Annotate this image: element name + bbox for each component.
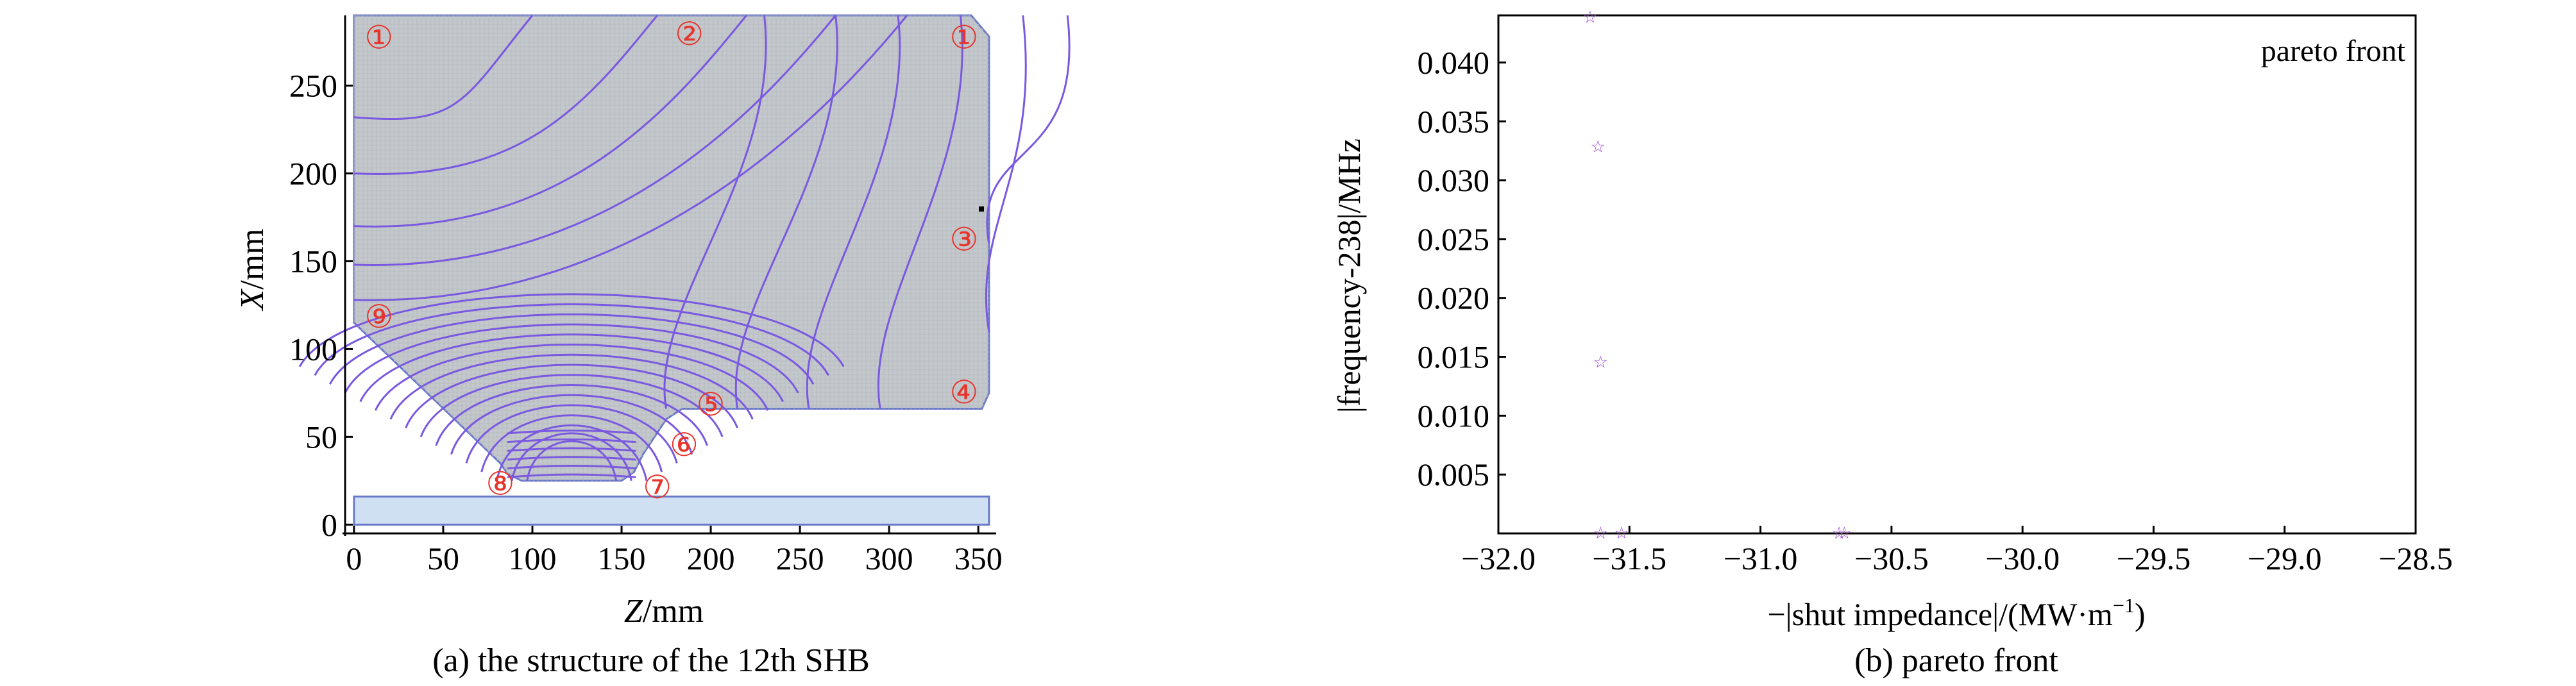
x-tick-label-b: −30.5 bbox=[1854, 540, 1929, 576]
panel-a: ① ② ① ③ ⑨ ④ ⑤ ⑥ ⑦ ⑧ 0 50 100 150 200 250 300 350 0 50 100 1… bbox=[234, 14, 1071, 679]
x-ticks-a: 0 50 100 150 200 250 300 350 bbox=[346, 526, 1003, 576]
y-tick-label-b: 0.020 bbox=[1418, 280, 1490, 316]
cavity-mesh-region bbox=[353, 14, 990, 482]
data-point: ☆ bbox=[1593, 524, 1608, 542]
region-markers: ① ② ① ③ ⑨ ④ ⑤ ⑥ ⑦ ⑧ bbox=[364, 16, 978, 505]
diagram-a-body bbox=[298, 14, 1071, 526]
region-marker: ① bbox=[364, 20, 393, 56]
data-points: ☆☆☆☆ ☆ ☆☆ bbox=[1582, 8, 1852, 542]
x-tick-label-b: −30.0 bbox=[1985, 540, 2060, 576]
field-lines bbox=[298, 15, 1071, 481]
y-tick-label-b: 0.035 bbox=[1418, 103, 1490, 139]
y-tick-label-a: 200 bbox=[289, 156, 337, 192]
region-marker: ② bbox=[675, 16, 704, 52]
data-point: ☆ bbox=[1582, 8, 1597, 27]
y-axis-label-a: X/mm bbox=[234, 228, 271, 311]
y-tick-label-a: 50 bbox=[305, 419, 337, 455]
x-axis-label-b: −|shut impedance|/(MW·m−1) bbox=[1767, 594, 2145, 632]
y-axis-label-b: |frequency-238|/MHz bbox=[1331, 138, 1367, 413]
region-marker: ⑧ bbox=[486, 465, 515, 501]
region-marker: ⑤ bbox=[697, 387, 725, 422]
x-tick-label-b: −28.5 bbox=[2378, 540, 2453, 576]
y-tick-label-b: 0.030 bbox=[1418, 162, 1490, 198]
x-tick-label-b: −31.0 bbox=[1724, 540, 1798, 576]
y-tick-label-b: 0.005 bbox=[1418, 456, 1490, 492]
y-tick-label-a: 250 bbox=[289, 68, 337, 104]
plot-frame-b bbox=[1497, 14, 2417, 535]
x-tick-label-a: 300 bbox=[865, 540, 913, 576]
x-tick-label-b: −32.0 bbox=[1461, 540, 1536, 576]
x-tick-label-a: 150 bbox=[598, 540, 646, 576]
y-tick-label-b: 0.010 bbox=[1418, 397, 1490, 433]
dot-marker bbox=[979, 206, 984, 212]
x-tick-label-a: 200 bbox=[687, 540, 735, 576]
caption-b: (b) pareto front bbox=[1854, 642, 2058, 679]
x-tick-label-a: 100 bbox=[508, 540, 556, 576]
region-marker: ⑥ bbox=[670, 427, 699, 463]
y-tick-label-b: 0.040 bbox=[1418, 44, 1490, 80]
y-ticks-a: 0 50 100 150 200 250 bbox=[289, 68, 353, 542]
panel-b: −32.0 −31.5 −31.0 −30.5 −30.0 −29.5 −29.0 −28.5… bbox=[1331, 8, 2453, 679]
y-ticks-b: 0.005 0.010 0.015 0.020 0.025 0.030 0.035 0.040 bbox=[1418, 44, 1506, 492]
axes-a bbox=[343, 15, 996, 536]
legend-text: pareto front bbox=[2261, 34, 2406, 68]
x-tick-label-a: 50 bbox=[427, 540, 459, 576]
y-tick-label-b: 0.015 bbox=[1418, 339, 1490, 375]
y-tick-label-a: 100 bbox=[289, 331, 337, 367]
region-marker: ① bbox=[950, 20, 979, 56]
x-ticks-b: −32.0 −31.5 −31.0 −30.5 −30.0 −29.5 −29.0 −28.5 bbox=[1461, 526, 2453, 576]
data-point: ☆ bbox=[1593, 353, 1608, 372]
region-marker: ④ bbox=[950, 374, 979, 410]
x-tick-label-a: 250 bbox=[776, 540, 824, 576]
region-marker: ⑦ bbox=[643, 469, 672, 505]
x-axis-label-a: Z/mm bbox=[624, 593, 704, 630]
data-point: ☆ bbox=[1614, 524, 1629, 542]
x-tick-label-a: 0 bbox=[346, 540, 362, 576]
y-tick-label-a: 0 bbox=[321, 506, 337, 542]
y-tick-label-a: 150 bbox=[289, 243, 337, 279]
x-tick-label-b: −29.0 bbox=[2248, 540, 2322, 576]
x-tick-label-b: −29.5 bbox=[2117, 540, 2191, 576]
data-point: ☆ bbox=[1837, 524, 1852, 542]
region-marker: ③ bbox=[950, 222, 979, 258]
caption-a: (a) the structure of the 12th SHB bbox=[432, 642, 870, 679]
x-tick-label-a: 350 bbox=[954, 540, 1003, 576]
y-tick-label-b: 0.025 bbox=[1418, 221, 1490, 257]
data-point: ☆ bbox=[1831, 524, 1846, 542]
data-point: ☆ bbox=[1591, 138, 1606, 156]
x-tick-label-b: −31.5 bbox=[1592, 540, 1666, 576]
beam-pipe-region bbox=[353, 495, 990, 526]
region-marker: ⑨ bbox=[364, 299, 393, 335]
